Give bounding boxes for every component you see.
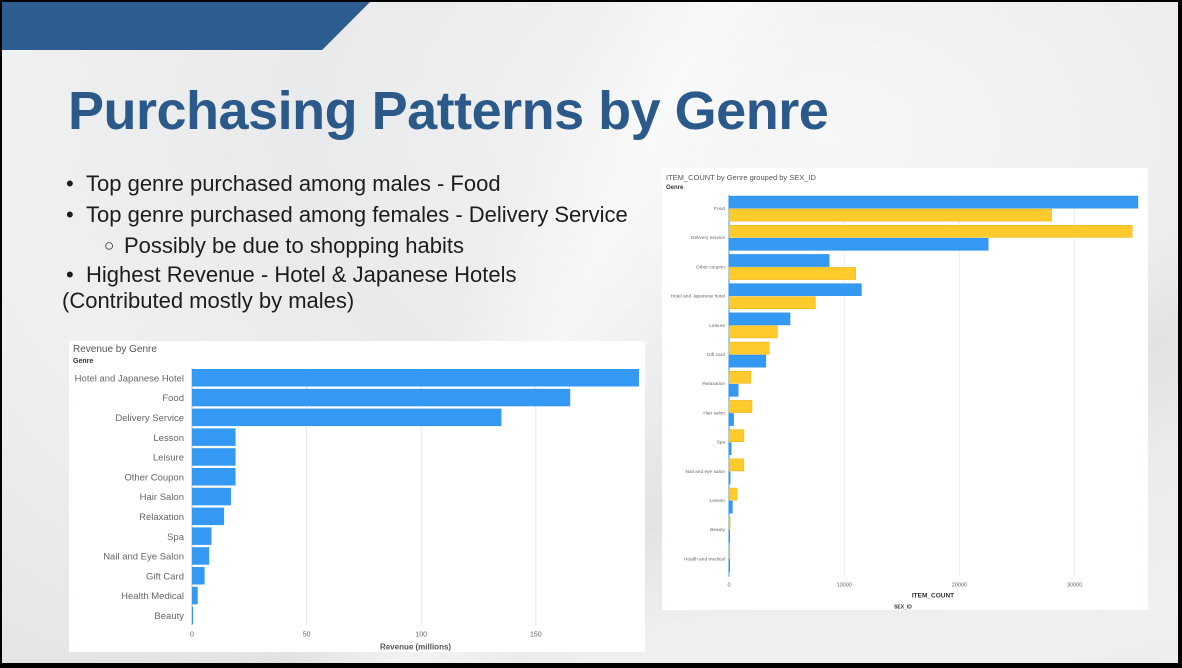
x-tick-label: 100: [415, 631, 427, 638]
bar-m: [728, 254, 830, 267]
bar-m: [728, 383, 739, 397]
bar-m: [728, 354, 767, 368]
legend-title: SEX_ID: [894, 605, 912, 610]
bar-f: [728, 546, 731, 559]
revenue-chart: 0 50 100 150 Hotel and Japanese Hotel Food Del…: [75, 368, 639, 651]
category-label: Delivery service: [691, 235, 725, 241]
item-count-chart: 0 10000 20000 30000 Food Delivery service Othe…: [671, 195, 1139, 610]
bar-f: [728, 370, 752, 384]
bar-f: [728, 458, 745, 472]
bar-f: [728, 225, 1133, 238]
bar-m: [728, 442, 732, 456]
bar-m: [728, 283, 862, 296]
bullet-continuation: (Contributed mostly by males): [62, 288, 355, 313]
category-label: Spa: [716, 440, 725, 446]
x-tick-label: 50: [303, 631, 311, 638]
bar: [192, 567, 205, 585]
category-label: Other coupon: [696, 264, 725, 270]
bar: [192, 388, 571, 407]
category-label: Hair Salon: [140, 492, 184, 503]
bar: [192, 586, 198, 605]
bar: [192, 547, 210, 565]
chart-title: Revenue by Genre: [73, 344, 157, 355]
bar: [192, 369, 639, 387]
bullet-item: Top genre purchased among females - Deli…: [62, 199, 662, 230]
category-label: Health Medical: [121, 591, 184, 602]
x-tick-label: 30000: [1067, 583, 1082, 589]
category-label: Relaxation: [702, 381, 725, 387]
x-tick-label: 10000: [837, 583, 852, 589]
bar-m: [728, 559, 731, 572]
x-axis-title: Revenue (millions): [380, 642, 451, 651]
category-label: Lesson: [153, 433, 184, 444]
category-axis-title: Genre: [666, 185, 684, 191]
category-label: Leisure: [153, 453, 184, 464]
sub-bullet-item: Possibly be due to shopping habits: [62, 230, 662, 261]
bar-m: [728, 500, 733, 514]
x-tick-label: 150: [530, 631, 542, 638]
x-axis-title: ITEM_COUNT: [912, 593, 954, 600]
bar-m: [728, 530, 731, 543]
bar-f: [728, 517, 731, 530]
category-label: Spa: [167, 532, 185, 543]
bar-m: [728, 195, 1139, 209]
x-tick-label: 0: [727, 583, 730, 589]
category-label: Relaxation: [139, 512, 184, 523]
bar-f: [728, 296, 816, 310]
category-label: Nail and eye salon: [686, 469, 726, 475]
category-label: Food: [162, 393, 184, 404]
bar: [192, 487, 231, 506]
bar-f: [728, 400, 753, 413]
bullet-item: Top genre purchased among males - Food: [62, 168, 662, 199]
bullet-item: Highest Revenue - Hotel & Japanese Hotel…: [62, 261, 662, 313]
bar: [192, 408, 502, 427]
category-label: Delivery Service: [115, 413, 184, 424]
bar-m: [728, 413, 734, 426]
header-banner: [2, 2, 370, 50]
category-label: Leisure: [709, 323, 725, 329]
category-label: Health and medical: [684, 556, 725, 562]
category-label: Other Coupon: [124, 472, 184, 483]
x-tick-label: 0: [190, 631, 194, 638]
bar-f: [728, 208, 1052, 222]
bar: [192, 606, 194, 625]
bar-f: [728, 429, 745, 443]
slide-title: Purchasing Patterns by Genre: [68, 81, 829, 141]
revenue-chart-panel: Revenue by Genre Genre 0 50 100 150 Hotel an…: [69, 341, 645, 652]
category-label: Lesson: [710, 498, 726, 504]
category-axis-title: Genre: [73, 358, 94, 365]
category-label: Hair salon: [703, 410, 725, 416]
item-count-chart-panel: ITEM_COUNT by Genre grouped by SEX_ID Ge…: [662, 168, 1148, 610]
bar: [192, 507, 225, 526]
bar-f: [728, 487, 738, 501]
bar: [192, 428, 236, 446]
bar: [192, 448, 236, 466]
bar-f: [728, 341, 770, 355]
category-label: Beauty: [710, 527, 726, 533]
category-label: Hotel and Japanese Hotel: [75, 373, 184, 384]
category-label: Beauty: [154, 611, 184, 622]
bar-m: [728, 312, 791, 326]
bar-f: [728, 325, 778, 339]
category-label: Gift Card: [146, 571, 184, 582]
bar-f: [728, 267, 856, 280]
bar-m: [728, 471, 731, 485]
bar-m: [728, 237, 989, 251]
bar: [192, 468, 236, 486]
x-tick-label: 20000: [952, 583, 967, 589]
category-label: Food: [714, 206, 725, 212]
chart-title: ITEM_COUNT by Genre grouped by SEX_ID: [666, 173, 816, 182]
category-label: Hotel and Japanese hotel: [671, 294, 725, 300]
bar: [192, 527, 212, 545]
bullet-list: Top genre purchased among males - Food T…: [62, 168, 662, 313]
category-label: Gift card: [707, 352, 725, 358]
category-label: Nail and Eye Salon: [103, 552, 184, 563]
